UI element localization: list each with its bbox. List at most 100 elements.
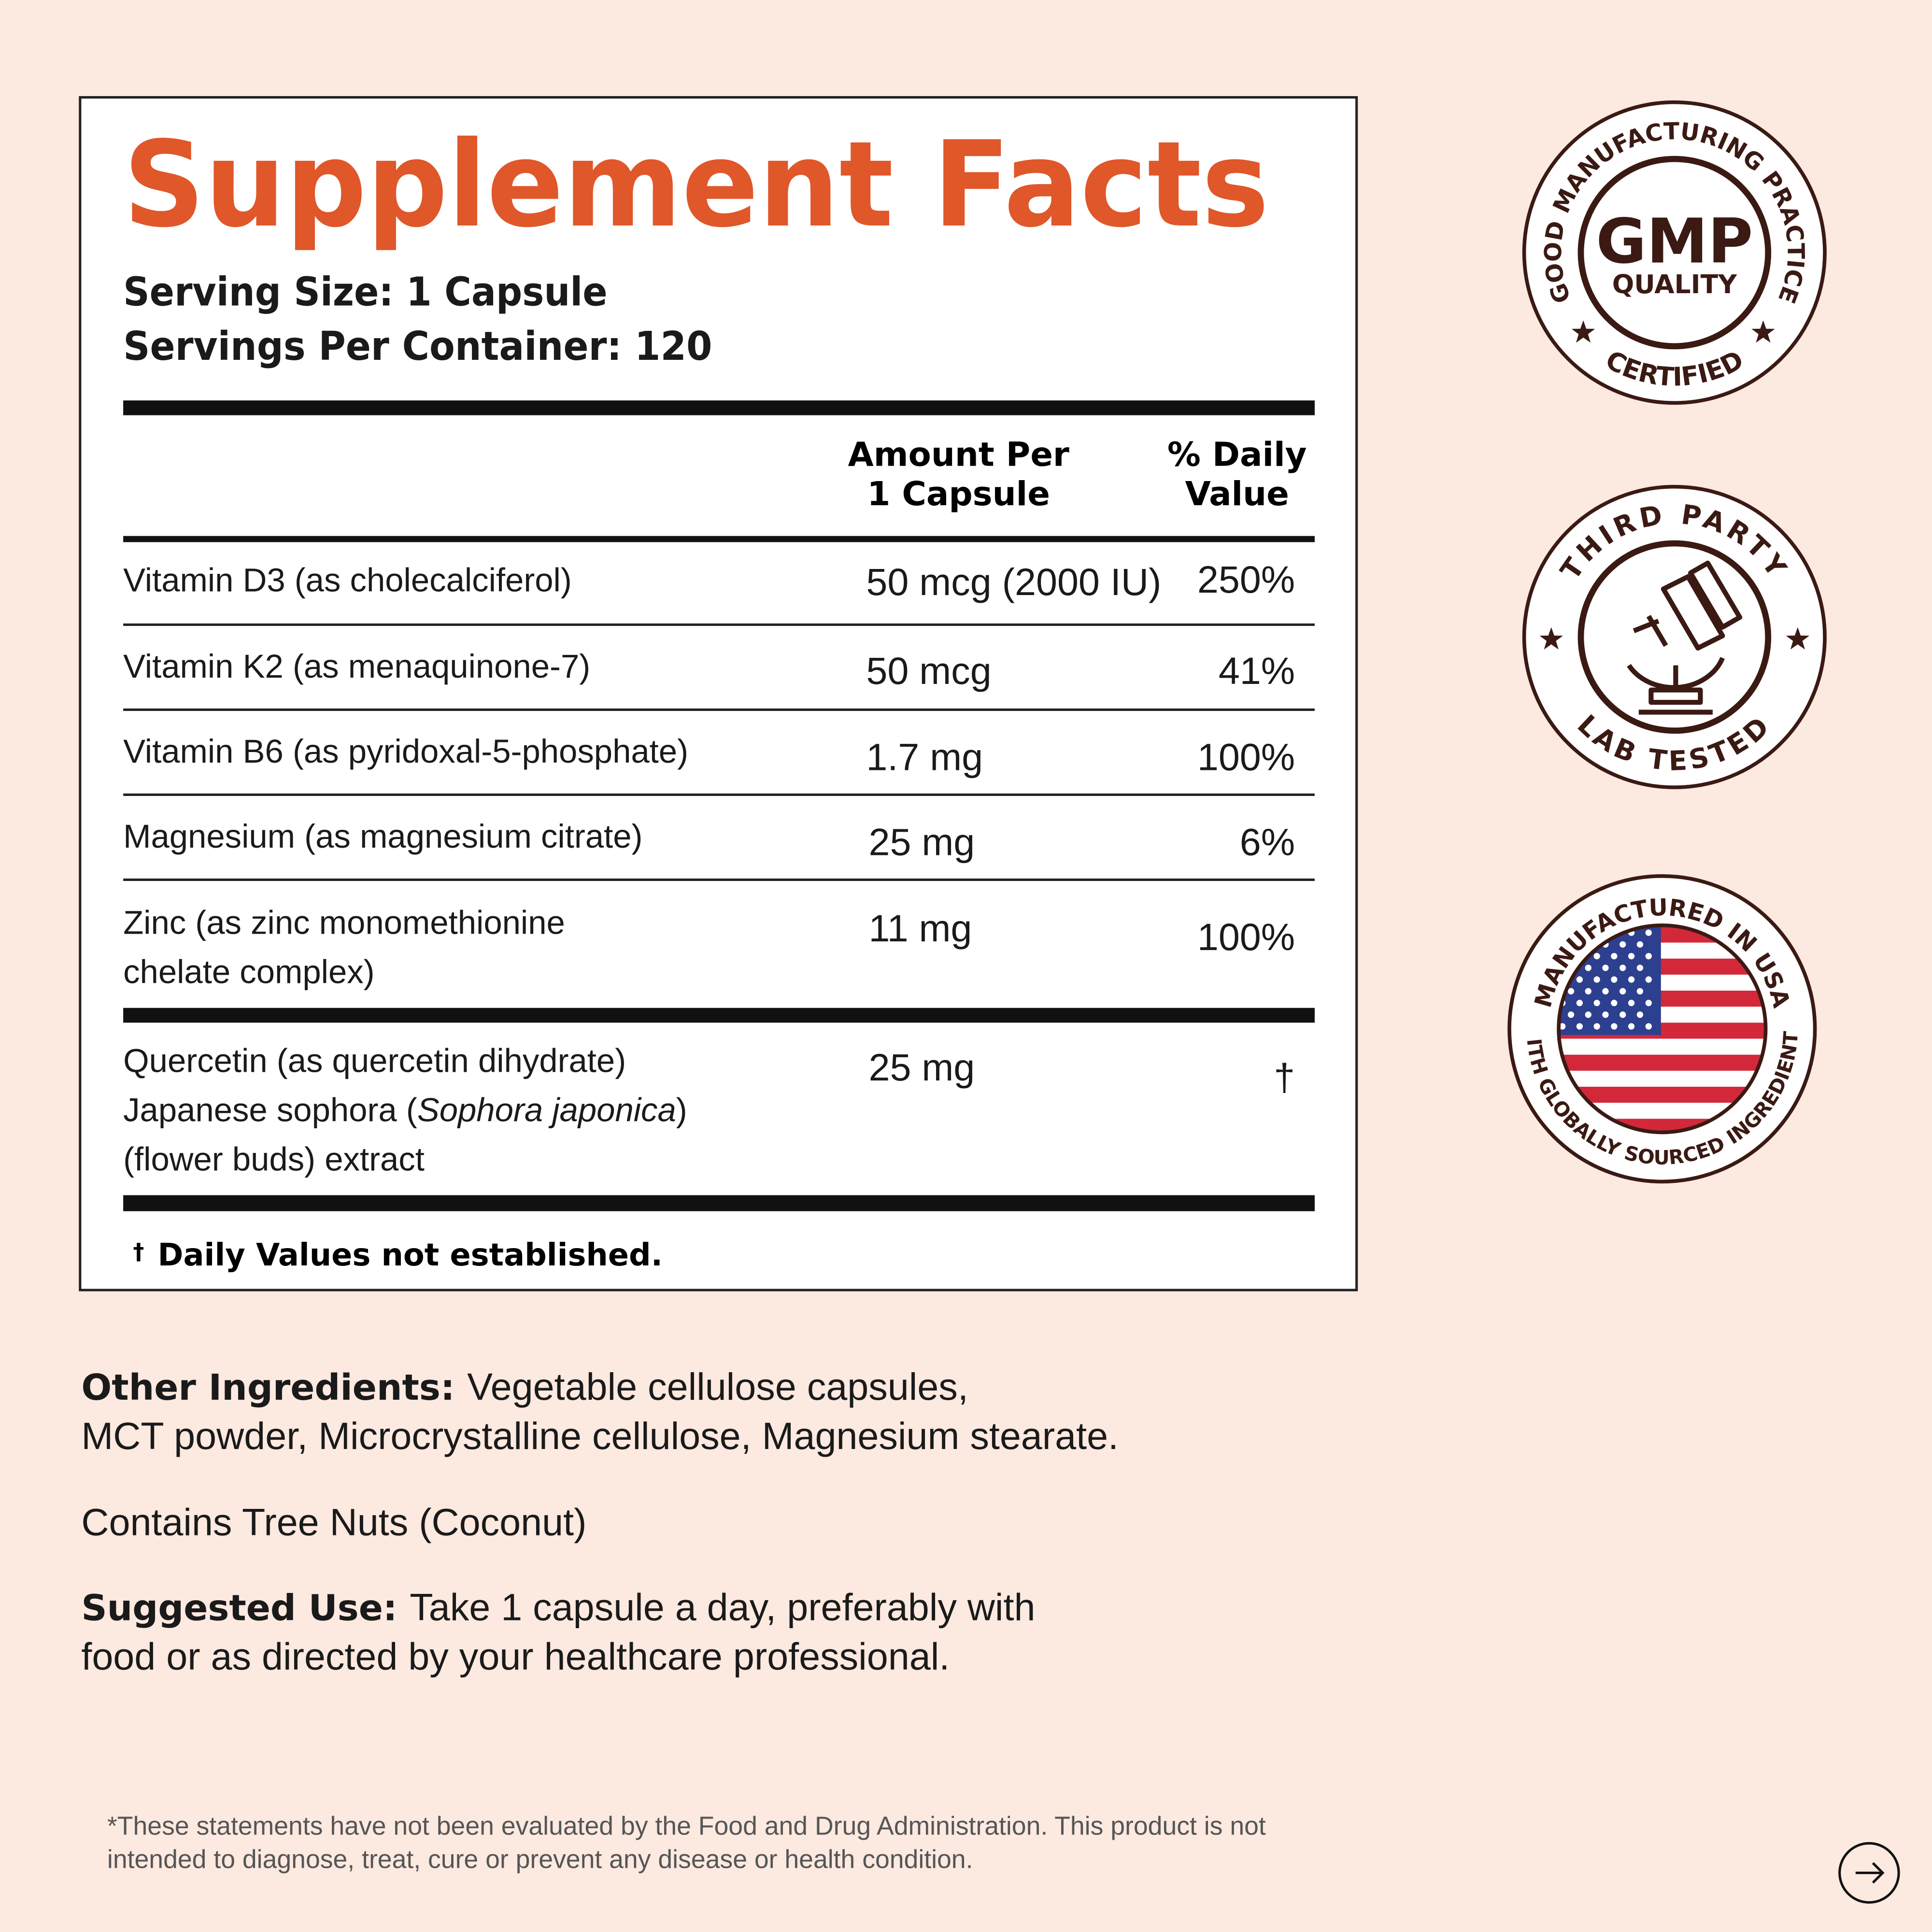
flag-star: [1559, 1023, 1566, 1030]
nutrient-name: Vitamin B6 (as pyridoxal-5-phosphate): [123, 733, 688, 770]
nutrient-name: Magnesium (as magnesium citrate): [123, 818, 642, 855]
flag-icon: [1559, 925, 1766, 1133]
star: [1539, 627, 1563, 650]
flag-star: [1593, 952, 1600, 960]
nutrient-name: (flower buds) extract: [123, 1140, 425, 1178]
nutrient-amount: 25 mg: [868, 1046, 975, 1089]
nutrient-dv: 41%: [1219, 649, 1295, 692]
allergen: Contains Tree Nuts (Coconut): [81, 1501, 586, 1544]
flag-star: [1619, 988, 1626, 994]
text: Vegetable cellulose capsules,: [467, 1365, 968, 1408]
servings-per-container: Servings Per Container: 120: [123, 324, 712, 369]
badge-ring: [1522, 484, 1827, 789]
flag-star: [1567, 1011, 1575, 1018]
badge-main: GMP: [1596, 206, 1753, 277]
badge-ring: [1577, 540, 1772, 734]
serving-size: Serving Size: 1 Capsule: [123, 270, 608, 315]
header-amount: 1 Capsule: [867, 475, 1050, 513]
badge-ring: [1522, 100, 1827, 405]
flag-star: [1636, 941, 1644, 948]
flag-star: [1576, 1023, 1583, 1030]
footnote-mark: †: [133, 1238, 144, 1264]
flag-star: [1645, 1023, 1652, 1030]
star: [1786, 627, 1810, 650]
flag-star: [1602, 1011, 1609, 1018]
flag-star: [1636, 988, 1644, 994]
thick-rule: [123, 1008, 1315, 1023]
flag-star: [1619, 1011, 1626, 1018]
flag-star: [1645, 929, 1652, 936]
button-ring[interactable]: [1838, 1842, 1900, 1904]
flag-stripe: [1559, 1054, 1766, 1071]
flag-star: [1611, 976, 1618, 983]
badge-sub: QUALITY: [1612, 269, 1737, 299]
flag-star: [1628, 1023, 1635, 1030]
header-dv: % Daily: [1167, 435, 1307, 474]
other-ingredients: MCT powder, Microcrystalline cellulose, …: [81, 1414, 1119, 1457]
rule: [123, 708, 1315, 711]
flag-star: [1567, 988, 1575, 994]
flag-star: [1628, 976, 1635, 983]
disclaimer: intended to diagnose, treat, cure or pre…: [107, 1845, 973, 1874]
rule: [123, 536, 1315, 542]
flag-star: [1619, 941, 1626, 948]
other-ingredients: Other Ingredients: Vegetable cellulose c…: [81, 1365, 968, 1408]
flag-star: [1645, 952, 1652, 960]
flag-star: [1636, 965, 1644, 971]
gmp-badge: GOOD MANUFACTURING PRACTICE CERTIFIED GM…: [1522, 100, 1827, 405]
footnote: Daily Values not established.: [158, 1237, 663, 1273]
badge-ring: [1557, 923, 1768, 1135]
nutrient-dv: 6%: [1240, 820, 1295, 863]
disclaimer: *These statements have not been evaluate…: [107, 1812, 1266, 1840]
flag-star: [1645, 999, 1652, 1007]
flag-star: [1576, 976, 1583, 983]
rule: [123, 878, 1315, 881]
nutrient-name: Zinc (as zinc monomethionine: [123, 904, 565, 941]
nutrient-dv: 100%: [1197, 915, 1295, 958]
flag-star: [1628, 999, 1635, 1007]
title: Supplement Facts: [123, 116, 1269, 254]
star: [1571, 320, 1595, 343]
flag-stripe: [1559, 1087, 1766, 1103]
microscope-icon: [1627, 560, 1743, 715]
suggested-use: Suggested Use: Take 1 capsule a day, pre…: [81, 1586, 1035, 1629]
flag-star: [1628, 952, 1635, 960]
header-amount: Amount Per: [848, 435, 1069, 474]
nutrient-dv: †: [1274, 1056, 1295, 1099]
flag-star: [1611, 999, 1618, 1007]
flag-star: [1585, 965, 1591, 971]
flag-star: [1619, 965, 1626, 971]
nutrient-amount: 25 mg: [868, 820, 975, 863]
lab-badge: THIRD PARTY LAB TESTED: [1522, 484, 1827, 789]
arrow-icon[interactable]: [1855, 1862, 1885, 1884]
suggested-use: food or as directed by your healthcare p…: [81, 1635, 950, 1678]
nutrient-dv: 100%: [1197, 735, 1295, 778]
nutrient-amount: 50 mcg: [866, 649, 991, 692]
flag-star: [1585, 988, 1591, 994]
text: Take 1 capsule a day, preferably with: [410, 1586, 1035, 1629]
flag-star: [1585, 1011, 1591, 1018]
badge-ring: [1577, 156, 1772, 350]
flag-star: [1645, 976, 1652, 983]
rule: [123, 623, 1315, 626]
nutrient-name: Vitamin K2 (as menaquinone-7): [123, 648, 590, 685]
nutrient-name: chelate complex): [123, 953, 375, 991]
flag-star: [1636, 1011, 1644, 1018]
flag-star: [1602, 988, 1609, 994]
name-part: ): [676, 1091, 687, 1128]
panel-border: [79, 96, 1358, 1292]
thick-rule: [123, 400, 1315, 415]
nutrient-name: Quercetin (as quercetin dihydrate): [123, 1042, 626, 1079]
next-button[interactable]: [1838, 1842, 1900, 1904]
nutrient-name: Vitamin D3 (as cholecalciferol): [123, 561, 572, 598]
label: Suggested Use:: [81, 1588, 410, 1629]
flag-star: [1576, 999, 1583, 1007]
ingredients: Other Ingredients: Vegetable cellulose c…: [81, 1365, 1119, 1678]
label: Other Ingredients:: [81, 1367, 467, 1408]
name-part: Japanese sophora (: [123, 1091, 417, 1128]
thick-rule: [123, 1195, 1315, 1211]
rule: [123, 793, 1315, 796]
flag-star: [1611, 1023, 1618, 1030]
nutrient-dv: 250%: [1197, 558, 1295, 601]
